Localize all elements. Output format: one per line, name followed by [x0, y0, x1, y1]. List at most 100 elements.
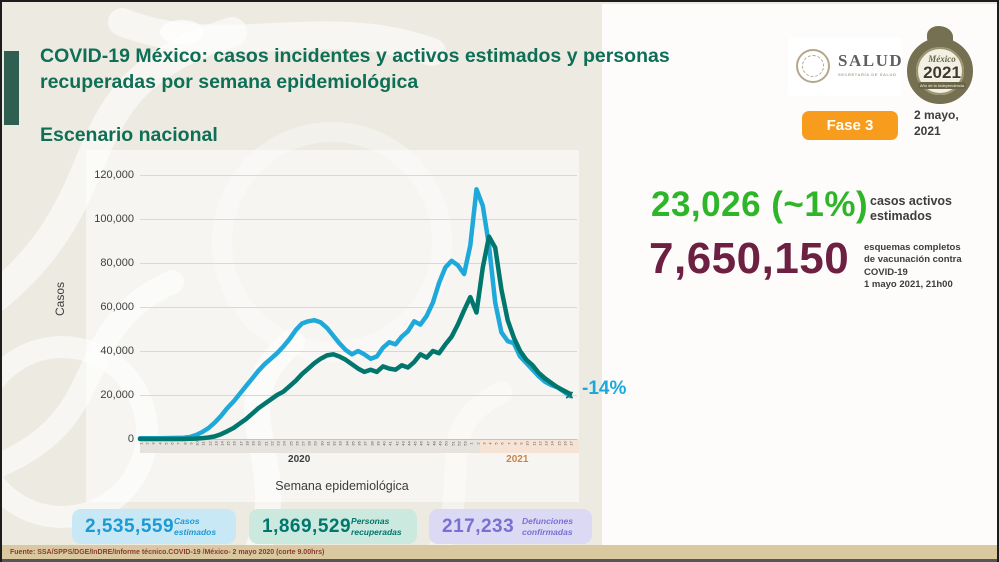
week-tick-label: 32: [331, 441, 337, 446]
week-tick-label: 31: [325, 441, 331, 446]
week-tick-label: 35: [350, 441, 356, 446]
summary-box-estimated-cases: 2,535,559 Casos estimados: [72, 509, 236, 544]
week-tick-label: 47: [425, 441, 431, 446]
vaccination-label: esquemas completos de vacunación contra …: [864, 242, 962, 291]
x-axis-year-label: 2021: [506, 454, 529, 465]
week-tick-label: 4: [487, 442, 493, 445]
vaccination-value: 7,650,150: [649, 234, 850, 283]
salud-logo-text: SALUD: [838, 51, 904, 70]
week-tick-label: 15: [556, 441, 562, 446]
footer-source-text: Fuente: SSA/SPPS/DGE/InDRE/Informe técni…: [10, 548, 325, 556]
gridline: [140, 307, 577, 308]
week-tick-label: 12: [207, 441, 213, 446]
x-axis-strip-2021: [480, 439, 579, 453]
week-tick-label: 18: [244, 441, 250, 446]
gridline: [140, 175, 577, 176]
series-end-marker: ×: [565, 387, 574, 405]
week-tick-label: 16: [231, 441, 237, 446]
week-tick-label: 29: [312, 441, 318, 446]
salud-logo: SALUD SECRETARÍA DE SALUD: [788, 38, 902, 96]
week-tick-label: 2: [475, 442, 481, 445]
y-tick-label: 20,000: [100, 389, 134, 401]
gridline: [140, 263, 577, 264]
week-tick-label: 24: [281, 441, 287, 446]
gridline: [140, 439, 577, 440]
mexico-logo-year: 2021: [923, 63, 961, 82]
page-title: COVID-19 México: casos incidentes y acti…: [40, 45, 670, 93]
trend-annotation: -14%: [582, 378, 627, 399]
week-tick-label: 43: [400, 441, 406, 446]
active-cases-label: casos activos estimados: [870, 194, 952, 223]
week-tick-label: 49: [437, 441, 443, 446]
week-tick-label: 20: [256, 441, 262, 446]
y-tick-label: 60,000: [100, 301, 134, 313]
week-tick-label: 8: [512, 442, 518, 445]
week-tick-label: 40: [381, 441, 387, 446]
week-tick-label: 37: [362, 441, 368, 446]
week-tick-label: 45: [412, 441, 418, 446]
chart-series-lines: [137, 187, 573, 442]
page-subtitle: Escenario nacional: [40, 124, 218, 146]
week-tick-label: 1: [468, 442, 474, 445]
x-axis-year-label: 2020: [288, 454, 311, 465]
week-tick-label: 41: [387, 441, 393, 446]
summary-box-recovered: 1,869,529 Personas recuperadas: [249, 509, 417, 544]
week-tick-label: 3: [481, 442, 487, 445]
week-tick-label: 48: [431, 441, 437, 446]
week-tick-label: 26: [294, 441, 300, 446]
series-line: [137, 187, 573, 441]
gridline: [140, 395, 577, 396]
mexico-2021-logo: México 2021 Año de la Independencia: [905, 26, 979, 106]
week-tick-label: 30: [319, 441, 325, 446]
phase-badge: Fase 3: [802, 111, 898, 140]
week-tick-label: 51: [450, 441, 456, 446]
week-tick-label: 34: [344, 441, 350, 446]
week-tick-label: 11: [531, 441, 537, 446]
week-tick-label: 19: [250, 441, 256, 446]
footer-source-bar: Fuente: SSA/SPPS/DGE/InDRE/Informe técni…: [2, 545, 997, 559]
y-tick-label: 0: [127, 433, 134, 445]
week-tick-label: 13: [213, 441, 219, 446]
y-tick-label: 120,000: [94, 169, 134, 181]
week-tick-label: 50: [443, 441, 449, 446]
mexico-logo-word: México: [928, 54, 956, 64]
week-tick-label: 27: [300, 441, 306, 446]
week-tick-label: 6: [499, 442, 505, 445]
week-tick-label: 52: [456, 441, 462, 446]
week-tick-label: 38: [369, 441, 375, 446]
week-tick-label: 5: [493, 442, 499, 445]
week-tick-label: 16: [562, 441, 568, 446]
report-date: 2 mayo, 2021: [914, 108, 959, 138]
salud-logo-subtext: SECRETARÍA DE SALUD: [838, 72, 897, 77]
week-tick-label: 21: [263, 441, 269, 446]
week-tick-label: 9: [518, 442, 524, 445]
y-tick-label: 40,000: [100, 345, 134, 357]
week-tick-label: 17: [568, 441, 574, 446]
y-tick-label: 80,000: [100, 257, 134, 269]
week-tick-label: 28: [306, 441, 312, 446]
salud-seal-icon: [796, 49, 830, 83]
week-tick-label: 11: [200, 441, 206, 446]
week-tick-label: 46: [418, 441, 424, 446]
gridline: [140, 219, 577, 220]
week-tick-label: 33: [337, 441, 343, 446]
y-axis-title: Casos: [53, 282, 67, 317]
week-tick-label: 42: [394, 441, 399, 446]
week-tick-label: 15: [225, 441, 231, 446]
week-tick-label: 25: [288, 441, 294, 446]
summary-box-deaths: 217,233 Defunciones confirmadas: [429, 509, 592, 544]
week-tick-label: 14: [549, 441, 555, 446]
week-tick-label: 13: [543, 441, 549, 446]
week-tick-label: 17: [238, 441, 244, 446]
week-tick-label: 39: [375, 441, 381, 446]
week-tick-label: 12: [537, 441, 543, 446]
week-tick-label: 23: [275, 441, 281, 446]
mexico-logo-banner: Año de la Independencia: [918, 82, 966, 89]
week-tick-label: 7: [506, 442, 512, 445]
x-axis-strip-2020: [140, 439, 480, 453]
x-axis-title: Semana epidemiológica: [275, 479, 409, 493]
y-tick-label: 100,000: [94, 213, 134, 225]
week-tick-label: 10: [524, 441, 530, 446]
week-tick-label: 44: [406, 441, 412, 446]
